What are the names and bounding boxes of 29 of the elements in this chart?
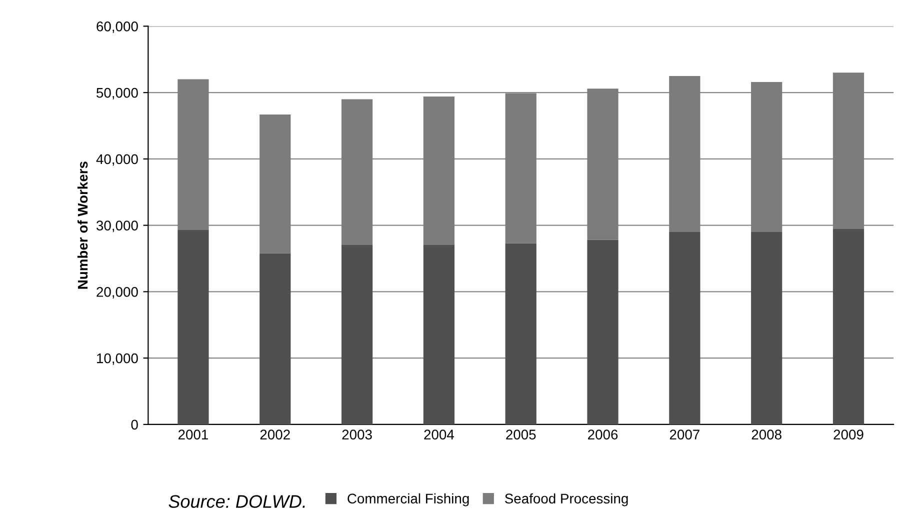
y-tick-label: 40,000 [96,154,138,166]
bar [587,240,618,424]
x-tick-label: 2004 [424,430,454,440]
bar [178,230,209,424]
y-tick-label: 30,000 [96,220,138,232]
y-tick-label: 50,000 [96,88,138,100]
bar [423,244,455,424]
legend-label: Commercial Fishing [348,493,469,506]
bar [751,232,782,424]
x-tick-label: 2008 [752,430,782,440]
x-tick-label: 2002 [260,430,290,440]
y-tick-label: 60,000 [96,22,138,34]
bar [341,244,373,424]
y-tick-label: 10,000 [97,353,138,365]
x-tick-label: 2005 [506,430,536,440]
y-tick-label: 20,000 [96,287,138,299]
y-axis-title: Number of Workers [77,162,88,289]
x-tick-label: 2009 [834,430,864,440]
bar [505,243,536,424]
x-tick-label: 2003 [342,430,372,440]
bar [260,253,291,424]
bar [832,228,864,424]
x-tick-label: 2001 [178,430,208,440]
source-note: Source: DOLWD. [168,495,305,508]
bar [669,232,700,424]
legend-label: Seafood Processing [505,493,628,506]
x-tick-label: 2006 [588,430,618,440]
y-tick-label: 0 [131,420,138,430]
x-tick-label: 2007 [670,430,700,440]
